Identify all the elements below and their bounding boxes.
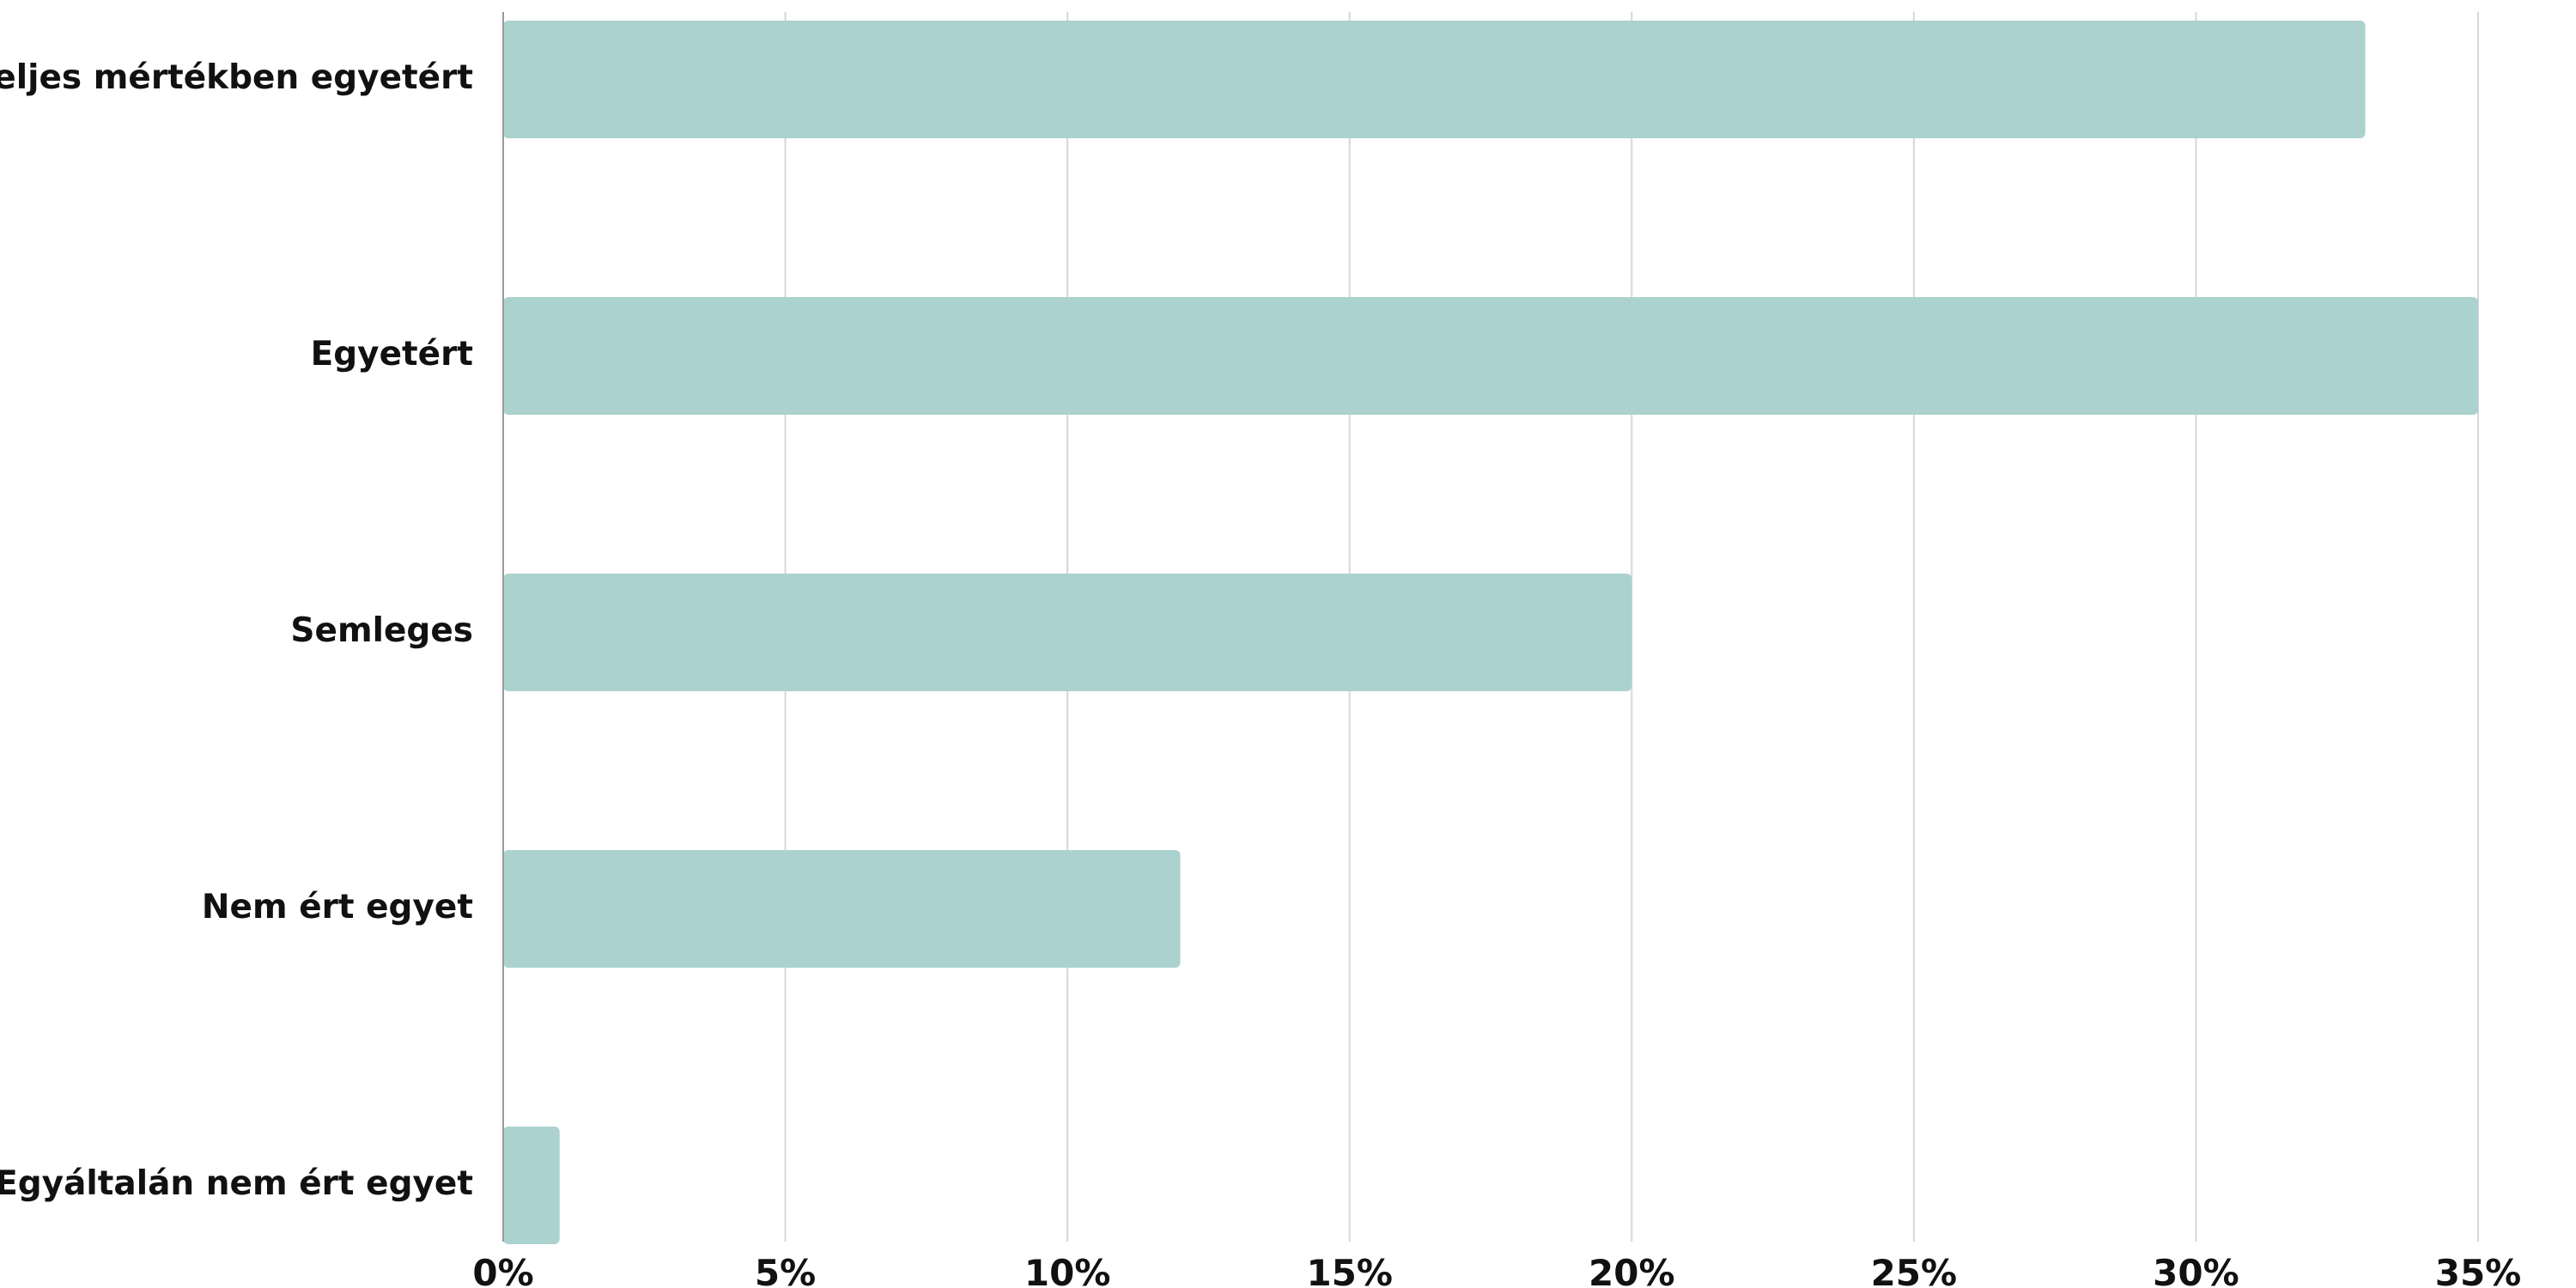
x-tick-label: 30% bbox=[2153, 1252, 2239, 1288]
bar-5 bbox=[503, 1127, 560, 1244]
category-labels: Teljes mértékben egyetért Egyetért Semlege… bbox=[0, 58, 473, 1203]
category-label: Egyetért bbox=[311, 335, 473, 374]
category-label: Egyáltalán nem ért egyet bbox=[0, 1164, 473, 1203]
x-tick-label: 20% bbox=[1589, 1252, 1675, 1288]
category-label: Semleges bbox=[290, 611, 473, 650]
x-tick-label: 15% bbox=[1306, 1252, 1393, 1288]
x-tick-label: 0% bbox=[472, 1252, 533, 1288]
category-label: Teljes mértékben egyetért bbox=[0, 58, 473, 97]
bars bbox=[503, 21, 2478, 1244]
x-tick-label: 10% bbox=[1024, 1252, 1111, 1288]
bar-1 bbox=[503, 21, 2366, 138]
x-tick-label: 25% bbox=[1871, 1252, 1958, 1288]
x-tick-labels: 0% 5% 10% 15% 20% 25% 30% 35% bbox=[472, 1252, 2521, 1288]
bar-4 bbox=[503, 850, 1181, 968]
bar-3 bbox=[503, 574, 1632, 691]
x-tick-label: 5% bbox=[755, 1252, 816, 1288]
category-label: Nem ért egyet bbox=[202, 888, 473, 927]
bar-2 bbox=[503, 297, 2478, 415]
x-tick-label: 35% bbox=[2435, 1252, 2522, 1288]
